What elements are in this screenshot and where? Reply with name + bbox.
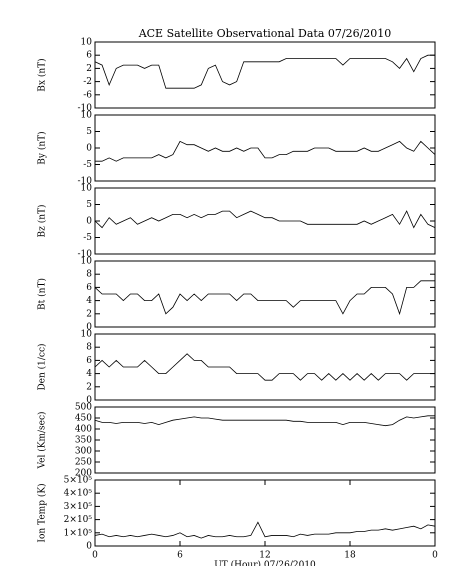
y-tick-label: 5 — [86, 127, 92, 137]
y-tick-label: 0 — [86, 144, 92, 154]
y-tick-label: 400 — [75, 425, 92, 435]
y-tick-label: 200 — [75, 469, 92, 479]
x-tick-label: 12 — [259, 551, 270, 561]
x-axis-label: UT (Hour) 07/26/2010 — [214, 560, 316, 566]
panel-frame — [94, 114, 436, 182]
y-tick-label: 10 — [81, 184, 93, 194]
panel-frame — [94, 406, 436, 474]
y-tick-label: 2×10⁵ — [64, 515, 93, 525]
y-tick-label: -10 — [78, 177, 93, 187]
y-tick-label: 5×10⁵ — [64, 476, 93, 486]
y-axis-label: Vel (Km/sec) — [37, 411, 48, 469]
panel-frame — [94, 333, 436, 401]
chart-title: ACE Satellite Observational Data 07/26/2… — [138, 27, 392, 40]
y-tick-label: 250 — [75, 458, 92, 468]
data-line — [94, 210, 436, 229]
y-axis-label: By (nT) — [37, 131, 48, 164]
y-tick-label: -6 — [83, 90, 92, 100]
panel-frame — [94, 187, 436, 255]
y-tick-label: 6 — [86, 283, 92, 293]
y-axis-label: Den (1/cc) — [37, 343, 48, 390]
y-tick-label: 8 — [86, 270, 92, 280]
y-tick-label: -5 — [83, 160, 92, 170]
x-tick-label: 0 — [92, 551, 98, 561]
y-tick-label: 10 — [81, 111, 93, 121]
data-line — [94, 415, 435, 427]
data-line — [94, 280, 435, 316]
y-tick-label: 0 — [86, 323, 92, 333]
y-tick-label: 6 — [86, 51, 92, 61]
x-tick-label: 0 — [432, 551, 438, 561]
y-tick-label: 350 — [75, 436, 92, 446]
y-axis-label: Bt (nT) — [37, 278, 48, 310]
x-tick-label: 18 — [344, 551, 356, 561]
y-tick-label: 5 — [86, 200, 92, 210]
y-tick-label: 8 — [86, 343, 92, 353]
y-tick-label: -10 — [78, 250, 93, 260]
y-tick-label: -10 — [78, 104, 93, 114]
data-line — [94, 521, 436, 539]
y-tick-label: 450 — [75, 414, 92, 424]
y-tick-label: 10 — [81, 330, 93, 340]
y-tick-label: 0 — [86, 396, 92, 406]
y-tick-label: -2 — [83, 77, 92, 87]
y-tick-label: 4 — [86, 369, 92, 379]
y-tick-label: 0 — [86, 217, 92, 227]
y-tick-label: 4 — [86, 296, 92, 306]
y-axis-label: Bx (nT) — [37, 58, 48, 91]
y-tick-label: 4×10⁵ — [64, 489, 93, 499]
x-tick-label: 6 — [177, 551, 183, 561]
panel-frame — [94, 41, 436, 109]
y-tick-label: 0 — [86, 542, 92, 552]
y-tick-label: 10 — [81, 38, 93, 48]
y-tick-label: 6 — [86, 356, 92, 366]
y-tick-label: 500 — [75, 403, 92, 413]
y-tick-label: 2 — [86, 309, 92, 319]
panel-frame — [94, 260, 436, 328]
y-tick-label: -5 — [83, 233, 92, 243]
y-axis-label: Ion Temp (K) — [37, 483, 48, 542]
data-line — [94, 353, 435, 381]
y-tick-label: 2 — [86, 64, 92, 74]
y-tick-label: 10 — [81, 257, 93, 267]
data-line — [95, 140, 436, 162]
data-line — [94, 54, 435, 89]
y-axis-label: Bz (nT) — [37, 204, 48, 237]
y-tick-label: 3×10⁵ — [64, 502, 93, 512]
y-tick-label: 300 — [75, 447, 92, 457]
y-tick-label: 1×10⁵ — [64, 528, 93, 538]
y-tick-label: 2 — [86, 382, 92, 392]
